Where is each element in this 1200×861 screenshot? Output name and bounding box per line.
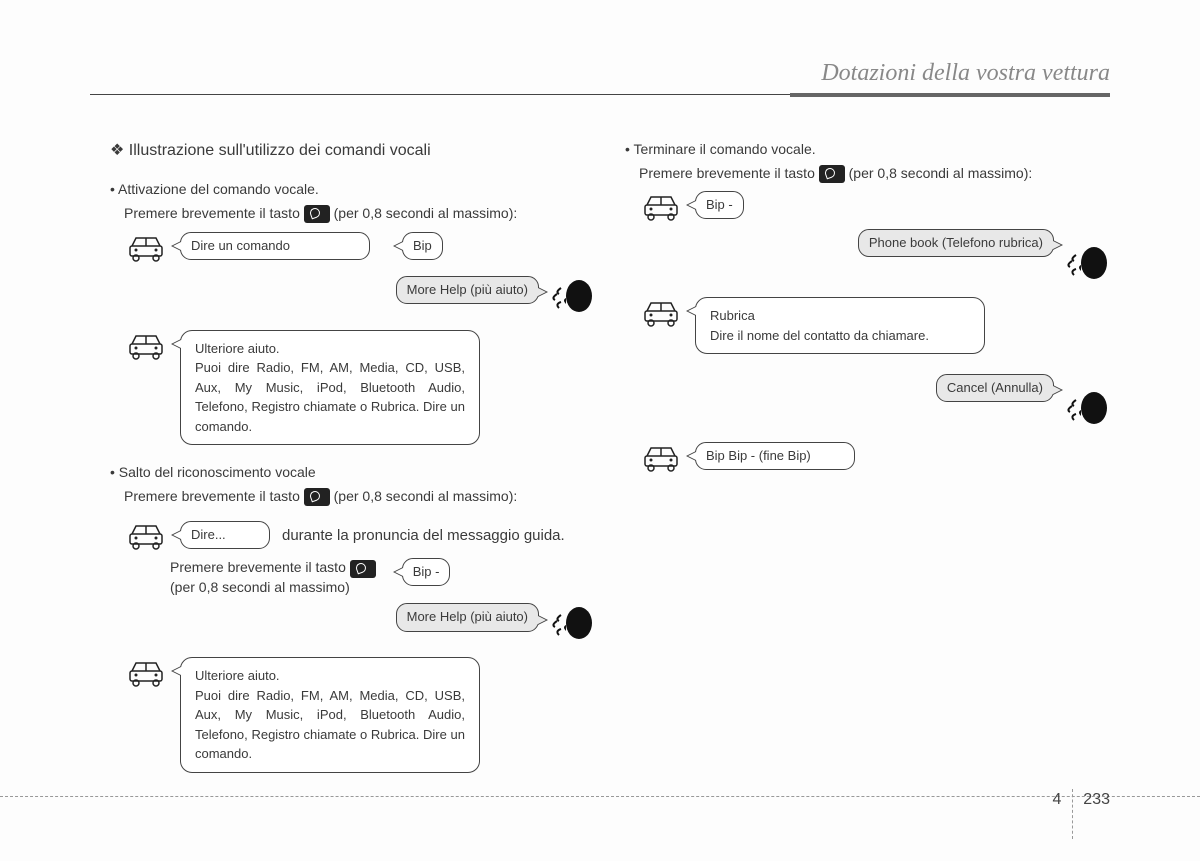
text: (per 0,8 secondi al massimo): — [334, 205, 518, 221]
voice-button-icon — [819, 165, 845, 183]
page-header: Dotazioni della vostra vettura — [90, 60, 1110, 96]
bubble-rubrica-title: Rubrica — [710, 306, 970, 326]
row-press: Premere brevemente il tasto (per 0,8 sec… — [170, 558, 595, 597]
bubble-help2: Ulteriore aiuto. Puoi dire Radio, FM, AM… — [180, 657, 480, 773]
press-text-block: Premere brevemente il tasto (per 0,8 sec… — [170, 558, 376, 597]
car-icon — [639, 442, 683, 472]
bubble-bip-r: Bip - — [695, 191, 744, 219]
car-icon — [124, 232, 168, 262]
row-phonebook: Phone book (Telefono rubrica) — [625, 229, 1110, 283]
bubble-help-body: Puoi dire Radio, FM, AM, Media, CD, USB,… — [195, 358, 465, 436]
bubble-help-title: Ulteriore aiuto. — [195, 666, 465, 686]
car-icon — [124, 330, 168, 360]
text: Premere brevemente il tasto — [124, 488, 304, 504]
row-morehelp: More Help (più aiuto) — [110, 276, 595, 316]
skip-instruction: Premere brevemente il tasto (per 0,8 sec… — [110, 487, 595, 507]
text: Premere brevemente il tasto — [170, 559, 350, 575]
bubble-bip2: Bip - — [402, 558, 451, 586]
row-dire: Dire... durante la pronuncia del messagg… — [124, 520, 595, 550]
bubble-phonebook: Phone book (Telefono rubrica) — [858, 229, 1054, 257]
row-cancel: Cancel (Annulla) — [625, 374, 1110, 428]
page-number: 4 233 — [1052, 775, 1110, 825]
chapter-num: 4 — [1052, 791, 1061, 808]
footer-dash — [0, 796, 1200, 797]
text: Premere brevemente il tasto — [124, 205, 304, 221]
head-icon — [1066, 243, 1110, 283]
terminate-bullet: • Terminare il comando vocale. — [625, 140, 1110, 160]
dire-after-text: durante la pronuncia del messaggio guida… — [282, 525, 565, 546]
row-morehelp2: More Help (più aiuto) — [110, 603, 595, 643]
text: (per 0,8 secondi al massimo): — [334, 488, 518, 504]
bubble-cancel: Cancel (Annulla) — [936, 374, 1054, 402]
row-term-bip: Bip - — [639, 191, 1110, 221]
bubble-more-help: More Help (più aiuto) — [396, 276, 539, 304]
skip-bullet: • Salto del riconoscimento vocale — [110, 463, 595, 483]
car-icon — [639, 297, 683, 327]
page-num: 233 — [1083, 791, 1110, 808]
text: (per 0,8 secondi al massimo) — [170, 579, 350, 595]
voice-button-icon — [350, 560, 376, 578]
terminate-instruction: Premere brevemente il tasto (per 0,8 sec… — [625, 164, 1110, 184]
bubble-help: Ulteriore aiuto. Puoi dire Radio, FM, AM… — [180, 330, 480, 446]
header-rule — [90, 93, 1110, 96]
voice-button-icon — [304, 488, 330, 506]
car-icon — [124, 520, 168, 550]
content-area: ❖ Illustrazione sull'utilizzo dei comand… — [110, 140, 1110, 779]
bubble-rubrica-body: Dire il nome del contatto da chiamare. — [710, 326, 970, 346]
row-help-big2: Ulteriore aiuto. Puoi dire Radio, FM, AM… — [124, 657, 595, 773]
header-title: Dotazioni della vostra vettura — [90, 60, 1110, 87]
bubble-bipbip: Bip Bip - (fine Bip) — [695, 442, 855, 470]
bubble-help-title: Ulteriore aiuto. — [195, 339, 465, 359]
bubble-help-body: Puoi dire Radio, FM, AM, Media, CD, USB,… — [195, 686, 465, 764]
head-icon — [551, 603, 595, 643]
car-icon — [124, 657, 168, 687]
row-rubrica: Rubrica Dire il nome del contatto da chi… — [639, 297, 1110, 354]
row-help-big: Ulteriore aiuto. Puoi dire Radio, FM, AM… — [124, 330, 595, 446]
row-dire-comando: Dire un comando Bip — [124, 232, 595, 262]
text: (per 0,8 secondi al massimo): — [849, 165, 1033, 181]
text: Premere brevemente il tasto — [639, 165, 819, 181]
left-column: ❖ Illustrazione sull'utilizzo dei comand… — [110, 140, 595, 779]
row-bipbip: Bip Bip - (fine Bip) — [639, 442, 1110, 472]
bubble-dire-comando: Dire un comando — [180, 232, 370, 260]
bubble-more-help2: More Help (più aiuto) — [396, 603, 539, 631]
head-icon — [1066, 388, 1110, 428]
car-icon — [639, 191, 683, 221]
bubble-rubrica: Rubrica Dire il nome del contatto da chi… — [695, 297, 985, 354]
section-title: ❖ Illustrazione sull'utilizzo dei comand… — [110, 140, 595, 162]
right-column: • Terminare il comando vocale. Premere b… — [625, 140, 1110, 779]
head-icon — [551, 276, 595, 316]
activation-bullet: • Attivazione del comando vocale. — [110, 180, 595, 200]
bubble-dire: Dire... — [180, 521, 270, 549]
activation-instruction: Premere brevemente il tasto (per 0,8 sec… — [110, 204, 595, 224]
bubble-bip: Bip — [402, 232, 443, 260]
voice-button-icon — [304, 205, 330, 223]
